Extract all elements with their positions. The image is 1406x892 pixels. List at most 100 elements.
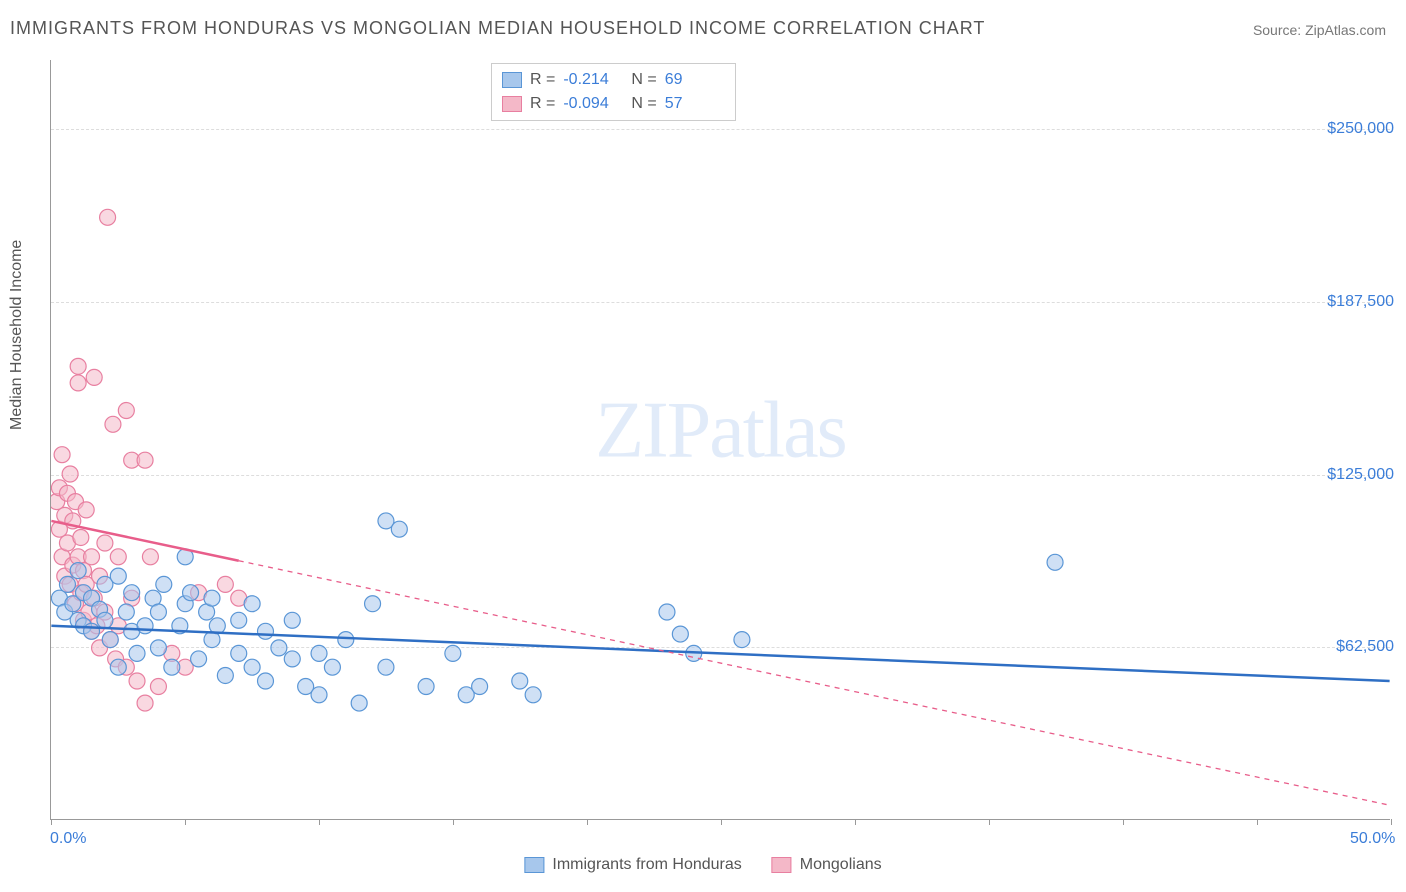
scatter-point-mongolians [51, 480, 67, 496]
n-label: N = [631, 92, 656, 116]
scatter-point-honduras [659, 604, 675, 620]
x-tick [1123, 819, 1124, 825]
scatter-point-mongolians [108, 651, 124, 667]
scatter-point-mongolians [110, 618, 126, 634]
scatter-point-honduras [92, 601, 108, 617]
scatter-point-mongolians [86, 590, 102, 606]
scatter-point-honduras [472, 679, 488, 695]
n-label: N = [631, 68, 656, 92]
scatter-point-honduras [298, 679, 314, 695]
scatter-point-mongolians [78, 502, 94, 518]
source-prefix: Source: [1253, 22, 1301, 38]
n-value-honduras: 69 [665, 68, 725, 92]
scatter-point-mongolians [129, 673, 145, 689]
scatter-point-honduras [59, 576, 75, 592]
x-tick [989, 819, 990, 825]
scatter-point-honduras [204, 632, 220, 648]
scatter-point-honduras [258, 673, 274, 689]
scatter-point-mongolians [67, 494, 83, 510]
scatter-point-mongolians [92, 568, 108, 584]
x-tick [319, 819, 320, 825]
scatter-point-honduras [183, 585, 199, 601]
scatter-point-honduras [70, 563, 86, 579]
scatter-point-mongolians [124, 452, 140, 468]
gridline [51, 129, 1390, 130]
scatter-svg [51, 60, 1390, 819]
scatter-point-honduras [338, 632, 354, 648]
y-tick-label: $125,000 [1327, 466, 1394, 484]
scatter-point-mongolians [76, 612, 92, 628]
scatter-point-mongolians [78, 576, 94, 592]
scatter-point-honduras [84, 623, 100, 639]
scatter-point-mongolians [73, 529, 89, 545]
legend-label-mongolians: Mongolians [800, 856, 882, 874]
x-tick [721, 819, 722, 825]
scatter-point-honduras [209, 618, 225, 634]
scatter-point-honduras [51, 590, 67, 606]
x-tick [1391, 819, 1392, 825]
legend-item-mongolians: Mongolians [772, 856, 882, 874]
gridline [51, 302, 1390, 303]
scatter-point-mongolians [70, 549, 86, 565]
scatter-point-honduras [124, 585, 140, 601]
scatter-point-honduras [672, 626, 688, 642]
legend-swatch-mongolians-icon [772, 857, 792, 873]
scatter-point-honduras [76, 585, 92, 601]
scatter-point-honduras [244, 659, 260, 675]
x-tick [185, 819, 186, 825]
legend-row-honduras: R = -0.214 N = 69 [502, 68, 725, 92]
scatter-point-honduras [365, 596, 381, 612]
x-tick [855, 819, 856, 825]
y-axis-label: Median Household Income [8, 240, 26, 430]
scatter-point-honduras [177, 596, 193, 612]
y-tick-label: $187,500 [1327, 293, 1394, 311]
scatter-point-honduras [57, 604, 73, 620]
x-tick-label: 0.0% [50, 830, 86, 848]
source-link[interactable]: ZipAtlas.com [1305, 22, 1386, 38]
scatter-point-mongolians [65, 513, 81, 529]
scatter-point-honduras [199, 604, 215, 620]
scatter-point-honduras [734, 632, 750, 648]
correlation-legend: R = -0.214 N = 69 R = -0.094 N = 57 [491, 63, 736, 121]
scatter-point-mongolians [150, 679, 166, 695]
y-tick-label: $250,000 [1327, 120, 1394, 138]
scatter-point-mongolians [51, 494, 65, 510]
x-tick [1257, 819, 1258, 825]
scatter-point-honduras [351, 695, 367, 711]
legend-swatch-honduras [502, 72, 522, 88]
scatter-point-mongolians [73, 585, 89, 601]
scatter-point-honduras [110, 568, 126, 584]
scatter-point-mongolians [102, 632, 118, 648]
series-legend: Immigrants from Honduras Mongolians [524, 856, 881, 874]
scatter-point-honduras [97, 576, 113, 592]
scatter-point-mongolians [84, 549, 100, 565]
x-tick [51, 819, 52, 825]
watermark: ZIPatlas [595, 385, 846, 476]
scatter-point-honduras [145, 590, 161, 606]
scatter-point-honduras [324, 659, 340, 675]
scatter-point-honduras [110, 659, 126, 675]
scatter-point-mongolians [70, 358, 86, 374]
scatter-point-honduras [391, 521, 407, 537]
legend-row-mongolians: R = -0.094 N = 57 [502, 92, 725, 116]
gridline [51, 475, 1390, 476]
legend-swatch-mongolians [502, 96, 522, 112]
scatter-point-mongolians [137, 695, 153, 711]
scatter-point-honduras [525, 687, 541, 703]
scatter-point-honduras [378, 659, 394, 675]
scatter-point-honduras [118, 604, 134, 620]
r-value-mongolians: -0.094 [563, 92, 623, 116]
scatter-point-honduras [137, 618, 153, 634]
scatter-point-mongolians [67, 596, 83, 612]
x-tick-label: 50.0% [1350, 830, 1395, 848]
scatter-point-mongolians [97, 535, 113, 551]
r-label: R = [530, 68, 555, 92]
scatter-point-mongolians [65, 557, 81, 573]
scatter-point-mongolians [54, 549, 70, 565]
scatter-point-honduras [164, 659, 180, 675]
scatter-point-honduras [124, 623, 140, 639]
scatter-point-mongolians [62, 576, 78, 592]
scatter-point-honduras [172, 618, 188, 634]
scatter-point-honduras [458, 687, 474, 703]
scatter-point-honduras [156, 576, 172, 592]
